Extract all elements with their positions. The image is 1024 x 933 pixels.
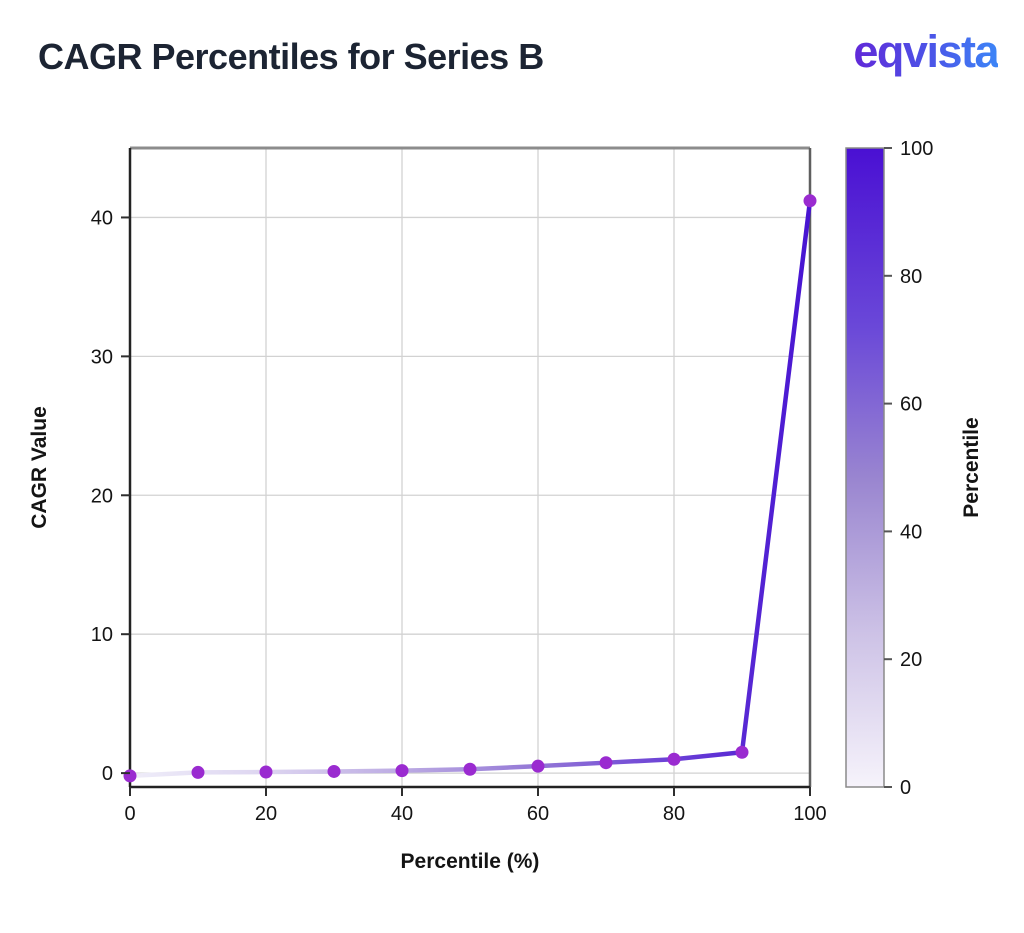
colorbar-tick-label: 0 bbox=[900, 777, 911, 799]
colorbar-title: Percentile bbox=[960, 417, 983, 517]
x-tick-label: 100 bbox=[793, 803, 826, 825]
y-tick-label: 20 bbox=[91, 485, 113, 507]
data-point bbox=[123, 769, 137, 783]
data-point bbox=[599, 756, 613, 770]
y-tick-label: 0 bbox=[102, 763, 113, 785]
eqvista-logo: eqvista bbox=[853, 26, 999, 77]
y-tick-label: 30 bbox=[91, 346, 113, 368]
y-axis-title: CAGR Value bbox=[28, 406, 51, 529]
colorbar-tick-label: 60 bbox=[900, 394, 922, 416]
data-point bbox=[803, 194, 817, 208]
colorbar-tick-label: 100 bbox=[900, 138, 933, 160]
data-point bbox=[259, 765, 273, 779]
y-tick-label: 40 bbox=[91, 207, 113, 229]
data-line bbox=[127, 198, 813, 779]
data-point bbox=[395, 764, 409, 778]
x-axis-title: Percentile (%) bbox=[401, 850, 540, 873]
x-tick-label: 80 bbox=[663, 803, 685, 825]
data-point bbox=[463, 762, 477, 776]
colorbar-tick-label: 80 bbox=[900, 266, 922, 288]
colorbar-tick-label: 40 bbox=[900, 521, 922, 543]
x-tick-label: 40 bbox=[391, 803, 413, 825]
data-point bbox=[735, 745, 749, 759]
data-point bbox=[327, 764, 341, 778]
x-tick-label: 20 bbox=[255, 803, 277, 825]
colorbar-tick-label: 20 bbox=[900, 649, 922, 671]
y-tick-label: 10 bbox=[91, 624, 113, 646]
x-tick-label: 0 bbox=[124, 803, 135, 825]
data-point bbox=[531, 759, 545, 773]
data-point bbox=[191, 765, 205, 779]
chart-title: CAGR Percentiles for Series B bbox=[38, 36, 544, 77]
x-tick-label: 60 bbox=[527, 803, 549, 825]
colorbar bbox=[845, 147, 885, 788]
data-point bbox=[667, 752, 681, 766]
